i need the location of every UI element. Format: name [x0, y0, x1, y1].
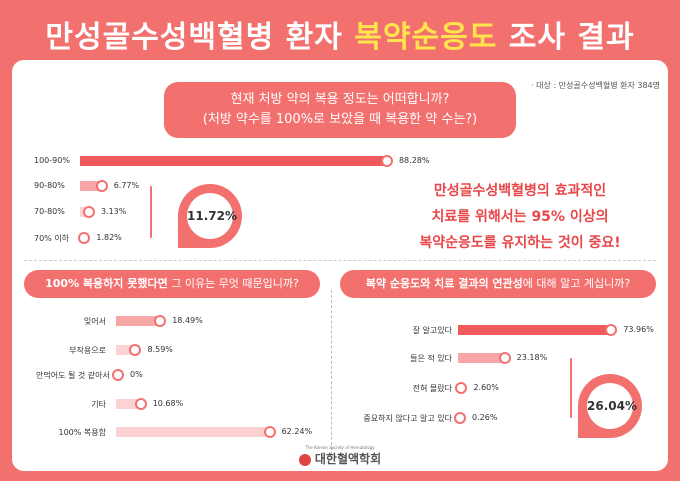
section-divider-vertical [331, 290, 332, 460]
question-1-line2: (처방 약수를 100%로 보았을 때 복용한 약 수는?) [202, 112, 478, 127]
category-label: 100-90% [34, 156, 70, 165]
society-logo-icon [298, 453, 311, 466]
category-label: 90-80% [34, 181, 65, 190]
data-bar-end-marker [78, 232, 91, 244]
question-1-line1: 현재 처방 약의 복용 정도는 어떠합니까? [230, 92, 450, 107]
total-pin-1-value: 11.72% [187, 193, 237, 239]
data-bar-end-marker [95, 180, 108, 192]
total-pin-1: 11.72% [178, 184, 242, 248]
category-label: 잊어서 [83, 317, 106, 326]
category-label: 잘 알고있다 [412, 326, 452, 335]
value-label: 88.28% [398, 156, 430, 165]
question-1-box: 현재 처방 약의 복용 정도는 어떠합니까? (처방 약수를 100%로 보았을… [164, 82, 516, 138]
data-bar [458, 353, 507, 363]
category-label: 안먹어도 될 것 같아서 [36, 371, 110, 380]
page-title: 만성골수성백혈병 환자 복약순응도 조사 결과 [0, 12, 680, 56]
value-label: 8.59% [147, 345, 173, 354]
data-bar-end-marker [263, 426, 276, 438]
data-bar [458, 325, 614, 335]
total-pin-3: 26.04% [578, 374, 642, 438]
footer: The Korean Society of Hematology 대한혈액학회 [0, 445, 680, 467]
question-3-bold: 복약 순응도와 치료 결과의 연관성 [365, 277, 523, 290]
section-divider-horizontal [24, 260, 656, 261]
data-bar [116, 399, 143, 409]
data-bar-end-marker [498, 352, 511, 364]
category-label: 부작용으로 [69, 346, 106, 355]
value-label: 0% [130, 370, 143, 379]
category-label: 들은 적 있다 [410, 354, 452, 363]
connector-line [150, 186, 152, 238]
data-bar [116, 316, 163, 326]
category-label: 기타 [91, 400, 106, 409]
category-label: 중요하지 않다고 알고 있다 [363, 414, 452, 423]
key-message: 만성골수성백혈병의 효과적인 치료를 위해서는 95% 이상의 복약순응도를 유… [400, 178, 640, 256]
data-bar [80, 181, 104, 191]
value-label: 62.24% [281, 427, 313, 436]
footer-org-name: 대한혈액학회 [314, 452, 382, 466]
value-label: 23.18% [516, 353, 548, 362]
data-bar-end-marker [380, 155, 393, 167]
value-label: 3.13% [100, 207, 127, 216]
question-2-bold: 100% 복용하지 못했다면 [45, 277, 168, 290]
title-highlight: 복약순응도 [354, 20, 498, 55]
data-bar [116, 345, 138, 355]
key-message-line2: 치료를 위해서는 95% 이상의 [431, 209, 609, 225]
title-part2: 조사 결과 [508, 20, 635, 55]
category-label: 70-80% [34, 207, 65, 216]
data-bar [116, 427, 272, 437]
connector-line [570, 358, 572, 418]
data-bar-end-marker [82, 206, 95, 218]
category-label: 70% 이하 [34, 234, 70, 243]
question-3-rest: 에 대해 알고 계십니까? [522, 277, 631, 290]
value-label: 2.60% [473, 383, 499, 392]
data-bar-end-marker [454, 412, 466, 424]
key-message-line3: 복약순응도를 유지하는 것이 중요! [419, 235, 621, 251]
value-label: 6.77% [113, 181, 140, 190]
title-part1: 만성골수성백혈병 환자 [45, 20, 343, 55]
value-label: 0.26% [472, 413, 498, 422]
data-bar-end-marker [134, 398, 147, 410]
data-bar-end-marker [605, 324, 618, 336]
value-label: 73.96% [623, 325, 654, 334]
data-bar-end-marker [129, 344, 142, 356]
value-label: 1.82% [96, 233, 122, 242]
key-message-line1: 만성골수성백혈병의 효과적인 [433, 183, 607, 199]
category-label: 전혀 몰랐다 [412, 384, 452, 393]
data-bar [80, 156, 389, 166]
target-note: · 대상 : 만성골수성백혈병 환자 384명 [531, 81, 660, 90]
question-3-box: 복약 순응도와 치료 결과의 연관성에 대해 알고 계십니까? [340, 270, 656, 298]
value-label: 10.68% [152, 399, 184, 408]
question-2-rest: 그 이유는 무엇 때문입니까? [167, 277, 299, 290]
category-label: 100% 복용함 [58, 428, 107, 437]
question-2-box: 100% 복용하지 못했다면 그 이유는 무엇 때문입니까? [24, 270, 320, 298]
data-bar-end-marker [455, 382, 468, 394]
total-pin-3-value: 26.04% [587, 383, 637, 429]
footer-org-english: The Korean Society of Hematology [305, 445, 375, 450]
value-label: 18.49% [172, 316, 203, 325]
data-bar-end-marker [112, 369, 124, 381]
data-bar-end-marker [154, 315, 167, 327]
